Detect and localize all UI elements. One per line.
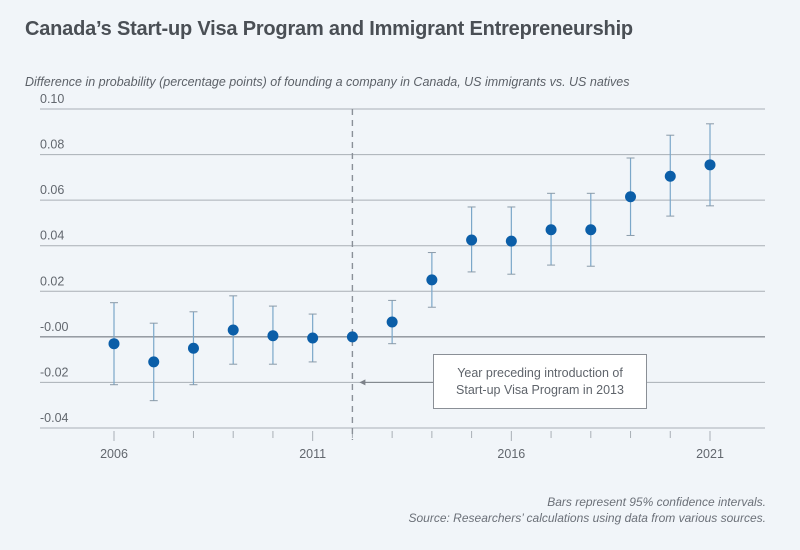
x-tick-label: 2021: [696, 447, 724, 461]
x-tick-label: 2016: [497, 447, 525, 461]
y-tick-label: -0.04: [40, 411, 69, 425]
x-tick-label: 2011: [299, 447, 326, 461]
data-point: [426, 274, 438, 286]
y-tick-label: -0.02: [40, 365, 69, 379]
annotation-arrow: [359, 379, 433, 386]
gridlines: [40, 108, 765, 429]
data-point: [148, 356, 160, 368]
y-tick-label: 0.08: [40, 138, 64, 152]
data-point: [307, 332, 319, 344]
chart-title: Canada’s Start-up Visa Program and Immig…: [25, 18, 633, 40]
data-point: [227, 324, 239, 336]
data-point: [585, 224, 597, 236]
data-point: [505, 235, 517, 247]
data-point: [386, 316, 398, 328]
annotation-box: Year preceding introduction of Start-up …: [433, 354, 647, 409]
arrow-head: [359, 379, 366, 386]
data-points: [108, 159, 716, 368]
y-tick-label: 0.06: [40, 183, 64, 197]
y-tick-label: 0.10: [40, 92, 64, 106]
data-point: [346, 331, 358, 343]
data-point: [466, 234, 478, 246]
footnote-source: Source: Researchers’ calculations using …: [408, 511, 766, 525]
chart-subtitle: Difference in probability (percentage po…: [25, 75, 630, 89]
data-point: [108, 338, 120, 350]
data-point: [545, 224, 557, 236]
x-tick-label: 2006: [100, 447, 128, 461]
y-axis-tick-labels: 0.10 0.08 0.06 0.04 0.02 -0.00 -0.02 -0.04: [40, 92, 69, 425]
y-tick-label: -0.00: [40, 320, 69, 334]
data-point: [704, 159, 716, 171]
data-point: [664, 170, 676, 182]
annotation-line-2: Start-up Visa Program in 2013: [456, 383, 624, 397]
data-point: [267, 330, 279, 342]
y-tick-label: 0.02: [40, 274, 64, 288]
data-point: [625, 191, 637, 203]
data-point: [187, 342, 199, 354]
y-tick-label: 0.04: [40, 229, 64, 243]
x-axis: 2006 2011 2016 2021: [100, 431, 724, 461]
footnote-confidence-intervals: Bars represent 95% confidence intervals.: [547, 495, 766, 509]
annotation-line-1: Year preceding introduction of: [457, 366, 623, 380]
